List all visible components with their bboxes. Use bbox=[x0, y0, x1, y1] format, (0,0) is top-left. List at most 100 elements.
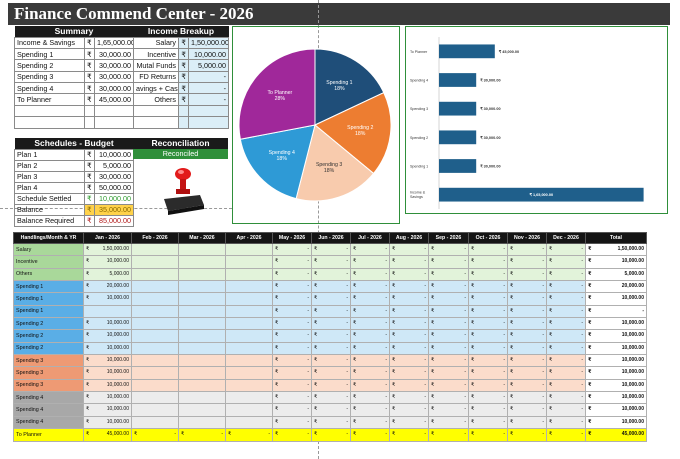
schedule-label: Plan 3 bbox=[14, 170, 85, 183]
rupee-symbol: ₹ bbox=[392, 283, 396, 290]
rupee-symbol: ₹ bbox=[134, 431, 138, 438]
cell-value: - bbox=[307, 357, 309, 364]
empty-cell bbox=[178, 104, 189, 118]
cell-value: - bbox=[307, 369, 309, 376]
rupee-symbol: ₹ bbox=[431, 258, 435, 265]
pie-label-percent: 18% bbox=[276, 156, 287, 163]
month-cell bbox=[178, 267, 226, 282]
cell-value: - bbox=[346, 258, 348, 265]
month-cell: ₹ - bbox=[546, 267, 586, 282]
month-cell: ₹ - bbox=[468, 255, 508, 269]
month-cell: ₹10,000.00 bbox=[83, 391, 132, 405]
cell-value: - bbox=[424, 431, 426, 438]
cell-value: - bbox=[464, 357, 466, 364]
rupee-symbol: ₹ bbox=[431, 295, 435, 302]
month-cell: ₹ - bbox=[546, 329, 586, 343]
month-cell: ₹ - bbox=[546, 354, 586, 368]
total-value: 45,000.00 bbox=[621, 431, 644, 438]
cell-value: - bbox=[503, 418, 505, 425]
rupee-symbol: ₹ bbox=[549, 431, 553, 438]
month-cell bbox=[131, 255, 179, 269]
summary-row: Spending 2 ₹30,000.00 bbox=[14, 59, 135, 72]
cell-value: - bbox=[346, 406, 348, 413]
cell-value: - bbox=[464, 270, 466, 277]
schedule-value: 35,000.00 bbox=[93, 203, 135, 216]
month-cell: ₹ - bbox=[350, 255, 390, 269]
rupee-symbol: ₹ bbox=[510, 258, 514, 265]
rupee-symbol: ₹ bbox=[588, 320, 592, 327]
month-cell bbox=[178, 403, 226, 417]
cell-value: - bbox=[307, 307, 309, 314]
row-total: ₹10,000.00 bbox=[585, 317, 647, 331]
pie-chart bbox=[238, 48, 392, 202]
row-label: Spending 1 bbox=[13, 280, 84, 294]
cell-value: - bbox=[424, 357, 426, 364]
rupee-symbol: ₹ bbox=[353, 295, 357, 302]
cell-value: - bbox=[503, 431, 505, 438]
rupee-symbol: ₹ bbox=[471, 418, 475, 425]
cell-value: - bbox=[542, 258, 544, 265]
rupee-symbol: ₹ bbox=[275, 431, 279, 438]
rupee-symbol: ₹ bbox=[314, 431, 318, 438]
rupee-symbol: ₹ bbox=[510, 332, 514, 339]
month-cell: ₹ - bbox=[468, 341, 508, 356]
cell-value: - bbox=[503, 246, 505, 252]
summary-label: Spending 2 bbox=[14, 59, 85, 72]
rupee-symbol: ₹ bbox=[353, 357, 357, 364]
month-cell: ₹ - bbox=[350, 378, 390, 393]
bar-value-label: ₹ 30,000.00 bbox=[480, 106, 500, 111]
rupee-symbol: ₹ bbox=[588, 431, 592, 438]
month-cell bbox=[178, 304, 226, 319]
rupee-symbol: ₹ bbox=[353, 270, 357, 277]
month-cell: ₹ - bbox=[311, 354, 351, 368]
month-cell: ₹ - bbox=[468, 242, 508, 257]
month-cell: ₹20,000.00 bbox=[83, 280, 132, 294]
month-cell: ₹ - bbox=[507, 329, 547, 343]
empty-cell bbox=[133, 104, 179, 118]
cell-value: - bbox=[307, 258, 309, 265]
rupee-symbol: ₹ bbox=[86, 369, 90, 376]
cell-value: - bbox=[424, 246, 426, 252]
row-label: Spending 1 bbox=[13, 292, 84, 306]
rupee-symbol: ₹ bbox=[314, 394, 318, 401]
month-cell: ₹ - bbox=[546, 304, 586, 319]
income-label: avings + Cash bbox=[133, 82, 179, 95]
cell-value: - bbox=[581, 418, 583, 425]
rupee-symbol: ₹ bbox=[549, 406, 553, 413]
income-label: Incentive bbox=[133, 47, 179, 61]
rupee-symbol: ₹ bbox=[431, 332, 435, 339]
row-total: ₹ - bbox=[585, 304, 647, 319]
month-cell: ₹ - bbox=[507, 391, 547, 405]
cell-value: - bbox=[581, 246, 583, 252]
income-breakup-table: Income Breakup Salary ₹1,50,000.00 Incenti… bbox=[133, 26, 229, 129]
cell-value: - bbox=[268, 431, 270, 438]
cell-value: - bbox=[503, 344, 505, 351]
month-cell bbox=[131, 366, 179, 380]
month-cell: ₹ - bbox=[272, 242, 312, 257]
row-total: ₹10,000.00 bbox=[585, 403, 647, 417]
cell-value: - bbox=[424, 270, 426, 277]
cell-value: - bbox=[424, 320, 426, 327]
rupee-symbol: ₹ bbox=[431, 381, 435, 388]
monthly-header-7: Jul - 2026 bbox=[350, 232, 390, 244]
cell-value: - bbox=[346, 418, 348, 425]
row-label: Spending 2 bbox=[13, 341, 84, 356]
total-value: 10,000.00 bbox=[621, 418, 644, 425]
rupee-symbol: ₹ bbox=[392, 320, 396, 327]
month-cell: ₹ - bbox=[311, 317, 351, 331]
pie-label-percent: 28% bbox=[274, 95, 286, 102]
reconciliation-panel: Reconciliation Reconciled bbox=[133, 138, 228, 159]
reconciliation-status: Reconciled bbox=[133, 149, 228, 159]
month-cell: ₹1,50,000.00 bbox=[83, 242, 132, 257]
month-cell: ₹ - bbox=[468, 304, 508, 319]
rupee-symbol: ₹ bbox=[84, 214, 95, 227]
total-value: 10,000.00 bbox=[621, 369, 644, 376]
cell-value: - bbox=[464, 394, 466, 401]
empty-cell bbox=[133, 116, 179, 129]
schedule-row: Balance Required ₹85,000.00 bbox=[14, 214, 135, 227]
month-cell: ₹ - bbox=[546, 378, 586, 393]
month-cell: ₹10,000.00 bbox=[83, 317, 132, 331]
rupee-symbol: ₹ bbox=[392, 418, 396, 425]
schedule-value: 50,000.00 bbox=[93, 181, 135, 194]
cell-value: - bbox=[581, 381, 583, 388]
